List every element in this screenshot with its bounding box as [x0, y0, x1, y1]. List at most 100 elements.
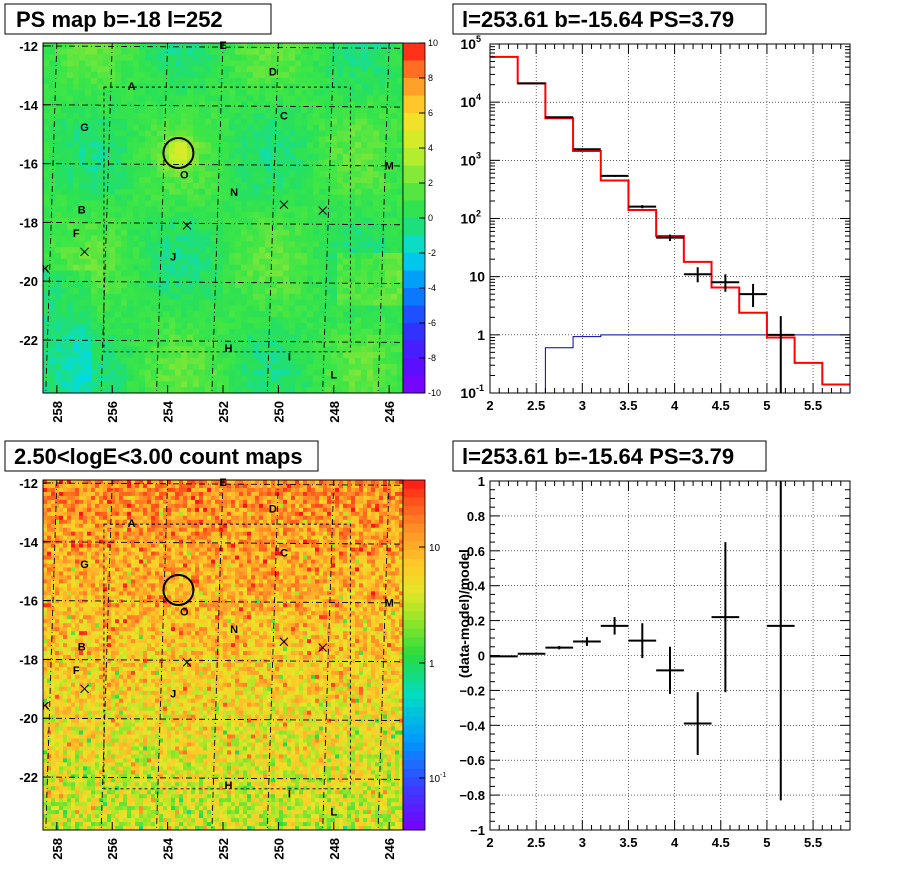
count-map-cell [55, 519, 60, 525]
count-map-cell [75, 635, 80, 640]
ps-map-cell [247, 148, 254, 155]
count-map-cell [43, 583, 48, 588]
ps-map-cell [85, 78, 92, 85]
count-map-cell [67, 706, 72, 711]
ps-map-cell [145, 270, 152, 277]
count-map-cell [43, 770, 48, 775]
ps-map-cell [343, 276, 350, 283]
ps-map-cell [373, 165, 380, 172]
count-map-cell [51, 818, 56, 823]
ps-map-cell [157, 375, 164, 382]
ps-map-cell [133, 78, 140, 85]
ps-map-cell [301, 212, 308, 219]
count-map-cell [51, 555, 56, 560]
count-map-cell [47, 690, 52, 696]
count-map-cell [71, 678, 76, 684]
ps-map-cell [139, 328, 146, 336]
ps-map-cell [169, 293, 176, 301]
ps-map-cell [247, 200, 254, 207]
ps-map-cell [349, 323, 356, 330]
ps-map-cell [295, 305, 302, 312]
ps-map-cell [109, 159, 116, 166]
ps-map-cell [247, 311, 254, 318]
ps-map-cell [349, 136, 356, 143]
ps-map-cell [295, 54, 302, 61]
ps-map-cell [175, 305, 182, 312]
ps-map-cell [145, 107, 152, 114]
ps-map-cell [379, 223, 386, 231]
ps-map-cell [313, 200, 320, 207]
ps-map-cell [385, 323, 392, 330]
count-map-cell [63, 778, 68, 783]
count-map-cell [55, 571, 60, 576]
ps-map-cell [265, 165, 272, 172]
ps-map-cell [271, 153, 278, 161]
count-map-cell [71, 503, 76, 509]
ps-map-cell [319, 387, 326, 394]
ps-map-cell [205, 352, 212, 359]
ps-map-cell [151, 200, 158, 207]
count-map-cell [75, 762, 80, 767]
count-map-cell [55, 527, 60, 533]
ps-map-cell [379, 323, 386, 330]
ps-map-cell [97, 299, 104, 306]
count-map-cell [67, 551, 72, 556]
ps-map-cell [241, 171, 248, 178]
count-map-cell [47, 706, 52, 711]
ps-map-cell [157, 352, 164, 359]
ps-map-cell [277, 381, 284, 388]
ps-map-cell [79, 177, 86, 184]
ps-map-cell [157, 153, 164, 161]
ps-map-cell [217, 317, 224, 324]
ps-map-cell [319, 358, 326, 365]
count-map-cell [79, 507, 84, 513]
ps-map-cell [373, 270, 380, 277]
map-gridline-l [100, 42, 113, 394]
ps-map-cell [193, 299, 200, 306]
ps-map-cell [289, 43, 296, 50]
count-map-cell [51, 802, 56, 807]
ps-map-cell [199, 48, 206, 56]
ps-map-cell [253, 148, 260, 155]
count-map-cell [87, 718, 92, 723]
colorbar-swatch [403, 113, 425, 131]
count-map-cell [47, 666, 52, 672]
ps-map-cell [349, 381, 356, 388]
ps-map-cell [61, 218, 68, 225]
count-map-cell [47, 647, 52, 652]
count-map-cell [59, 822, 64, 827]
count-map-cell [79, 686, 84, 692]
ps-map-cell [103, 264, 110, 271]
ps-map-cell [223, 60, 230, 67]
map-gridline-b [42, 339, 404, 343]
ps-map-cell [307, 66, 314, 73]
ps-map-cell [103, 118, 110, 126]
ps-map-cell [79, 218, 86, 225]
ps-map-cell [379, 48, 386, 56]
count-map-cell [55, 770, 60, 775]
ps-map-cell [343, 218, 350, 225]
count-map-cell [43, 818, 48, 823]
ps-map-cell [73, 95, 80, 102]
ps-map-cell [301, 148, 308, 155]
ps-map-cell [223, 95, 230, 102]
ps-map-cell [259, 235, 266, 242]
ps-map-cell [49, 352, 56, 359]
count-map-cell [79, 806, 84, 811]
ps-map-cell [367, 258, 374, 266]
ps-map-cell [247, 288, 254, 295]
ps-map-cell [223, 270, 230, 277]
ps-map-cell [163, 247, 170, 254]
count-map-cell [67, 666, 72, 672]
ps-map-cell [331, 247, 338, 254]
ps-map-cell [55, 153, 62, 161]
count-map-cell [79, 822, 84, 827]
ps-map-cell [343, 66, 350, 73]
ps-map-cell [97, 229, 104, 236]
ps-map-cell [349, 299, 356, 306]
ps-map-cell [283, 48, 290, 56]
count-map-cell [67, 511, 72, 517]
ps-map-cell [79, 83, 86, 91]
ps-map-cell [355, 223, 362, 231]
ps-map-cell [235, 89, 242, 96]
